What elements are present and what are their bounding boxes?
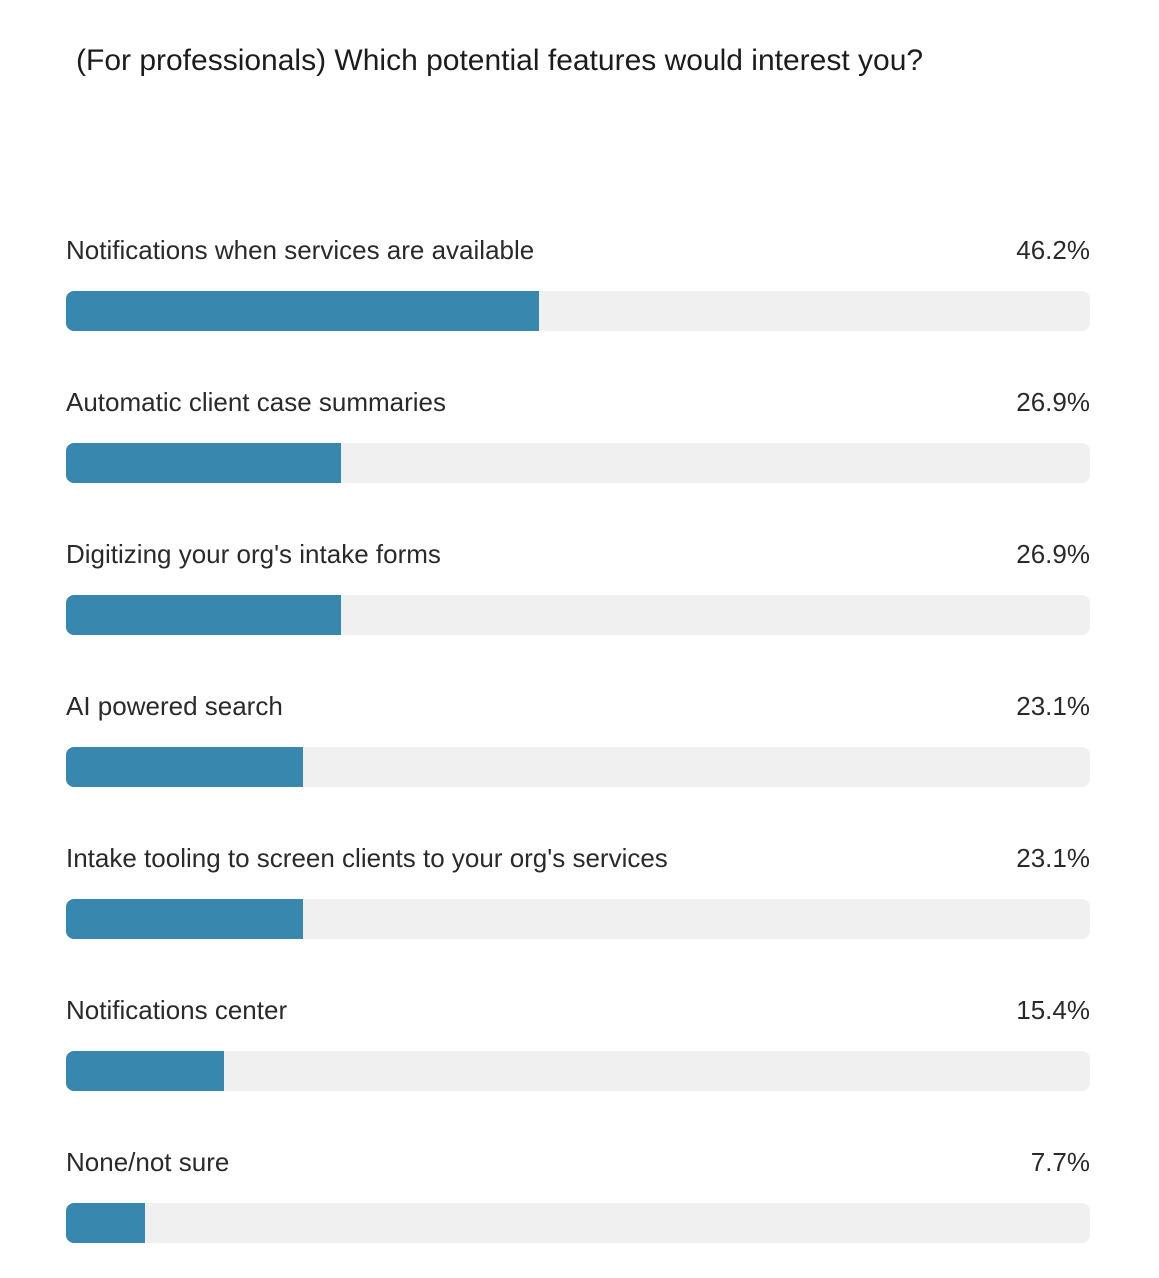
bar-track (66, 595, 1090, 635)
bar-label: Notifications when services are availabl… (66, 235, 535, 265)
bar-track (66, 747, 1090, 787)
bar-row: Notifications center 15.4% (66, 992, 1090, 1102)
bar-fill (66, 291, 539, 331)
bar-label: Digitizing your org's intake forms (66, 539, 441, 569)
bar-value-label: 15.4% (1016, 995, 1090, 1025)
bar-row: Automatic client case summaries 26.9% (66, 384, 1090, 494)
bar-row: None/not sure 7.7% (66, 1144, 1090, 1254)
bar-value-label: 46.2% (1016, 235, 1090, 265)
bar-label: AI powered search (66, 691, 283, 721)
bar-label: Automatic client case summaries (66, 387, 447, 417)
bar-track (66, 1051, 1090, 1091)
bar-fill (66, 899, 303, 939)
bar-fill (66, 443, 341, 483)
bar-row: Digitizing your org's intake forms 26.9% (66, 536, 1090, 646)
bar-track (66, 899, 1090, 939)
bar-value-label: 7.7% (1030, 1147, 1090, 1177)
bar-value-label: 23.1% (1016, 691, 1090, 721)
bar-label: Notifications center (66, 995, 288, 1025)
bar-track (66, 443, 1090, 483)
bar-value-label: 26.9% (1016, 539, 1090, 569)
bar-fill (66, 1203, 145, 1243)
bar-fill (66, 595, 341, 635)
bar-value-label: 26.9% (1016, 387, 1090, 417)
bar-row: AI powered search 23.1% (66, 688, 1090, 798)
bar-track (66, 1203, 1090, 1243)
bar-label: Intake tooling to screen clients to your… (66, 843, 668, 873)
bar-fill (66, 1051, 224, 1091)
bar-fill (66, 747, 303, 787)
bar-label: None/not sure (66, 1147, 230, 1177)
bar-row: Intake tooling to screen clients to your… (66, 840, 1090, 950)
chart-title: (For professionals) Which potential feat… (76, 44, 924, 77)
bar-track (66, 291, 1090, 331)
bar-row: Notifications when services are availabl… (66, 232, 1090, 342)
bar-value-label: 23.1% (1016, 843, 1090, 873)
